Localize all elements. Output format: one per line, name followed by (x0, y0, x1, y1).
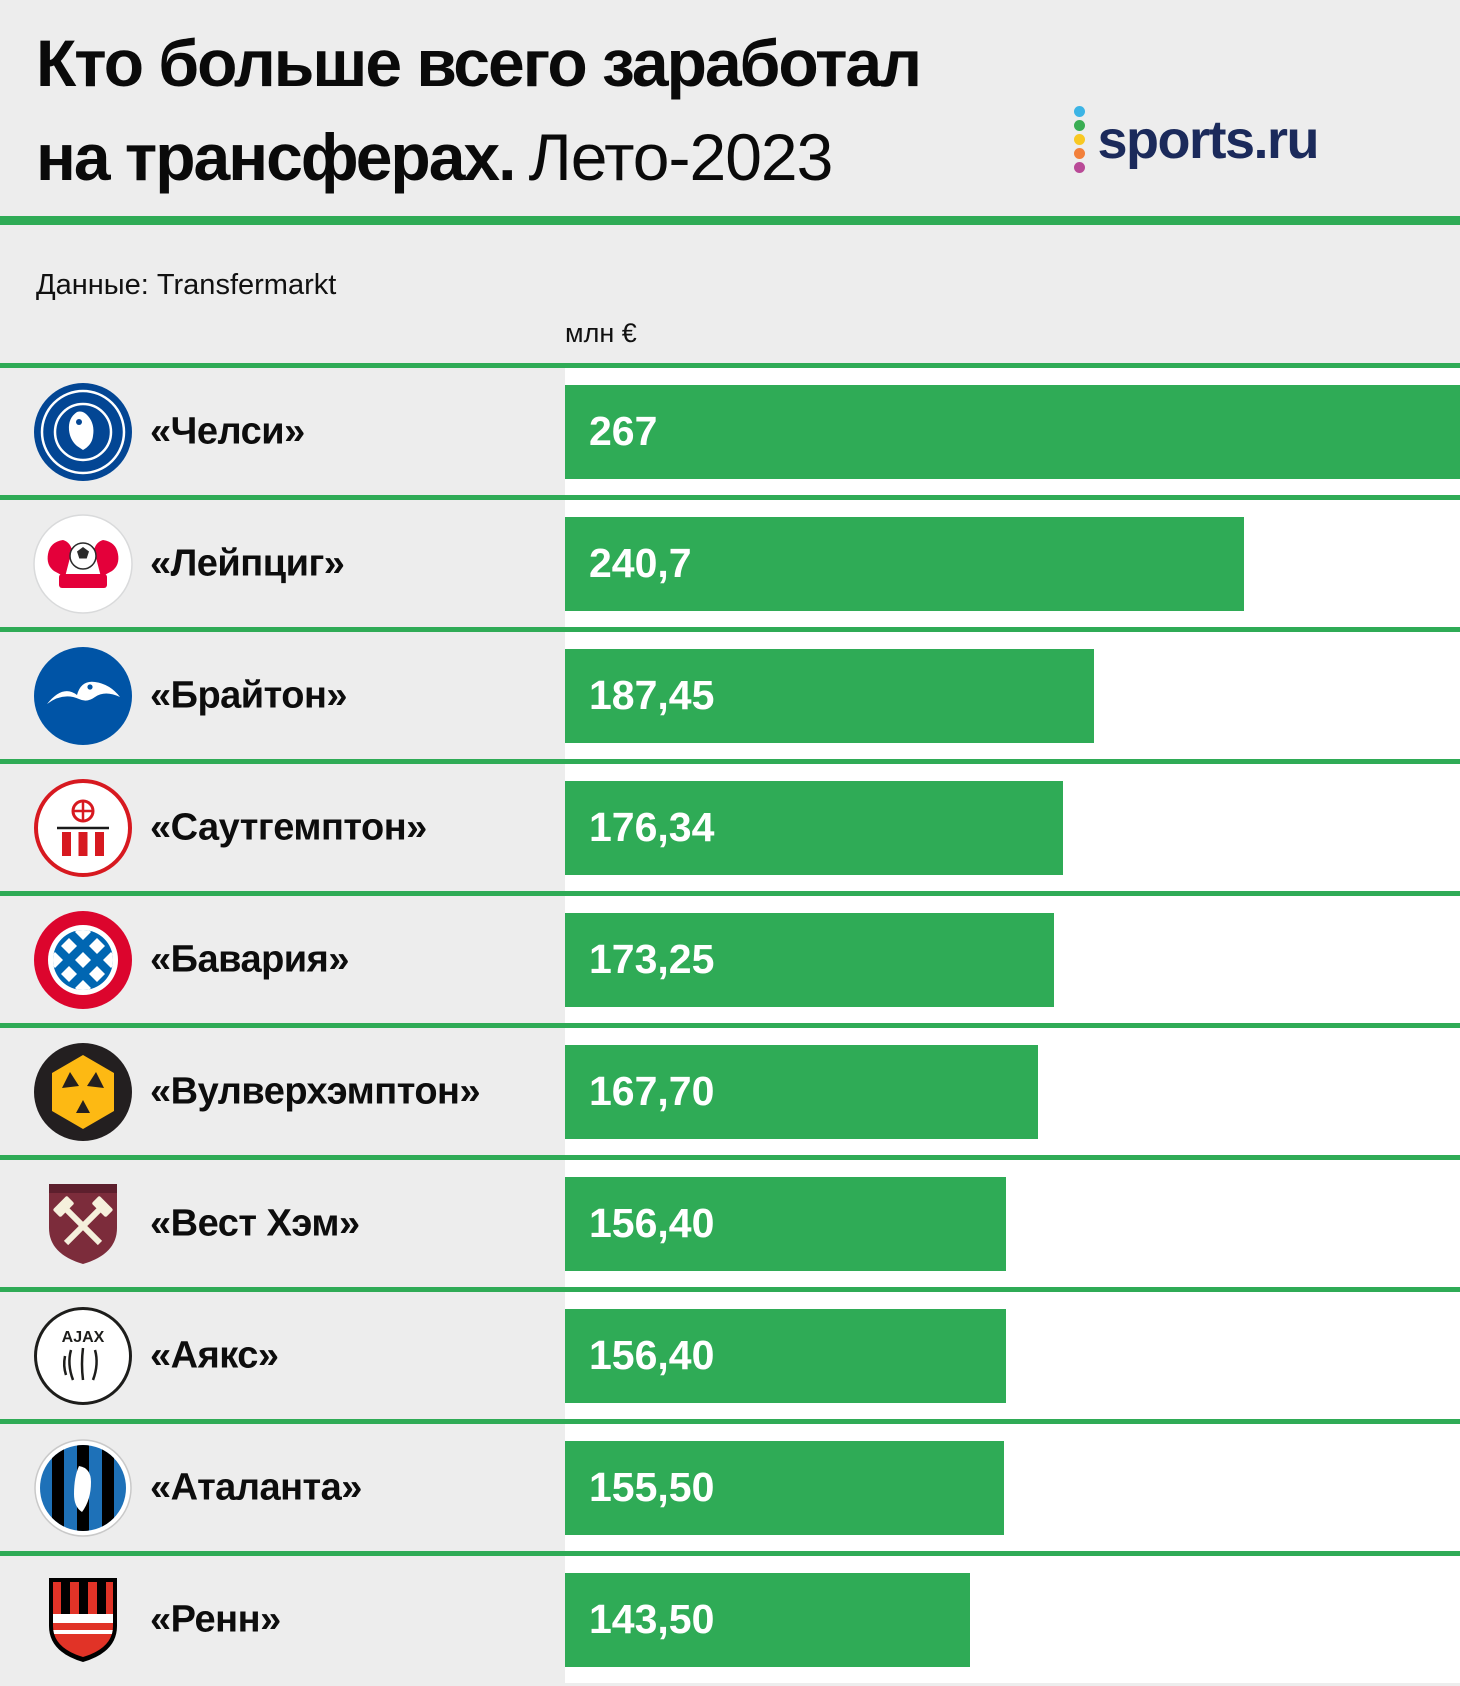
page-title-line2-bold: на трансферах. (36, 120, 516, 194)
bayern-logo (33, 910, 133, 1010)
rb-leipzig-crest-icon (33, 513, 133, 614)
brighton-logo (33, 646, 133, 746)
brighton-crest-icon (34, 646, 132, 745)
bar-value-label: 267 (589, 408, 658, 454)
page-title-line2-regular: Лето-2023 (528, 120, 833, 194)
bar-value-label: 167,70 (589, 1068, 715, 1114)
table-row: «Лейпциг» 240,7 (0, 495, 1460, 627)
wolverhampton-crest-icon (34, 1042, 132, 1141)
atalanta-logo (33, 1438, 133, 1538)
table-row: «Вест Хэм» 156,40 (0, 1155, 1460, 1287)
sports-logo-dot (1074, 134, 1086, 145)
header: Кто больше всего заработал на трансферах… (0, 0, 1460, 204)
value-bar: 167,70 (565, 1044, 1038, 1139)
bayern-crest-icon (34, 910, 132, 1009)
bar-value-label: 173,25 (589, 936, 715, 982)
club-name-label: «Аталанта» (150, 1466, 362, 1508)
bar-track: 156,40 (565, 1292, 1460, 1419)
bar-value-label: 156,40 (589, 1200, 715, 1246)
club-name-label: «Лейпциг» (150, 542, 345, 584)
chelsea-crest-icon (34, 382, 132, 481)
table-row: «Ренн» 143,50 (0, 1551, 1460, 1683)
sports-ru-logo: sports.ru (1074, 106, 1319, 173)
club-name-label: «Челси» (150, 410, 305, 452)
table-row: «Бавария» 173,25 (0, 891, 1460, 1023)
table-row: «Брайтон» 187,45 (0, 627, 1460, 759)
table-row: «Саутгемптон» 176,34 (0, 759, 1460, 891)
bar-track: 240,7 (565, 500, 1460, 627)
bar-value-label: 240,7 (589, 540, 692, 586)
bar-value-label: 143,50 (589, 1596, 715, 1642)
bar-track: 143,50 (565, 1556, 1460, 1683)
value-bar: 187,45 (565, 648, 1094, 743)
bar-value-label: 156,40 (589, 1332, 715, 1378)
club-name-label: «Брайтон» (150, 674, 348, 716)
sports-ru-wordmark: sports.ru (1097, 109, 1319, 170)
bar-chart: «Челси» 267 «Лейпциг» (0, 363, 1460, 1683)
wolverhampton-logo (33, 1042, 133, 1142)
bar-track: 155,50 (565, 1424, 1460, 1551)
bar-track: 187,45 (565, 632, 1460, 759)
club-name-label: «Ренн» (150, 1598, 281, 1640)
ajax-crest-icon: AJAX (34, 1306, 132, 1405)
value-bar: 176,34 (565, 780, 1063, 875)
club-name-label: «Аякс» (150, 1334, 279, 1376)
west-ham-crest-icon (49, 1183, 117, 1264)
rennes-logo (33, 1570, 133, 1670)
data-source-label: Данные: Transfermarkt (36, 269, 337, 301)
value-bar: 155,50 (565, 1440, 1004, 1535)
chelsea-logo (33, 382, 133, 482)
svg-text:AJAX: AJAX (62, 1329, 105, 1346)
page-title-line1: Кто больше всего заработал (36, 26, 922, 100)
table-row: «Вулверхэмптон» 167,70 (0, 1023, 1460, 1155)
bar-track: 156,40 (565, 1160, 1460, 1287)
value-bar: 240,7 (565, 516, 1245, 611)
club-name-label: «Вулверхэмптон» (150, 1070, 481, 1112)
table-row: «Челси» 267 (0, 363, 1460, 495)
sports-logo-dot (1074, 148, 1086, 159)
club-name-label: «Бавария» (150, 938, 349, 980)
rb-leipzig-logo (33, 513, 133, 614)
value-bar: 156,40 (565, 1176, 1007, 1271)
sports-logo-dots-icon (1074, 106, 1086, 173)
value-bar: 173,25 (565, 912, 1054, 1007)
value-bar: 143,50 (565, 1572, 970, 1667)
sports-logo-dot (1074, 120, 1086, 131)
table-row: «Аталанта» 155,50 (0, 1419, 1460, 1551)
value-bar: 267 (565, 384, 1460, 479)
sports-logo-dot (1074, 106, 1086, 117)
southampton-crest-icon (34, 778, 132, 877)
table-row: AJAX «Аякс» 156,40 (0, 1287, 1460, 1419)
bar-value-label: 176,34 (589, 804, 715, 850)
club-name-label: «Вест Хэм» (150, 1202, 360, 1244)
bar-track: 176,34 (565, 764, 1460, 891)
unit-label: млн € (565, 318, 637, 348)
club-name-label: «Саутгемптон» (150, 806, 427, 848)
bar-track: 173,25 (565, 896, 1460, 1023)
page-title-line2: на трансферах. Лето-2023 (36, 110, 1424, 204)
bar-value-label: 187,45 (589, 672, 715, 718)
bar-value-label: 155,50 (589, 1464, 715, 1510)
atalanta-crest-icon (34, 1438, 132, 1537)
west-ham-logo (33, 1174, 133, 1274)
rennes-crest-icon (49, 1577, 117, 1662)
southampton-logo (33, 778, 133, 878)
bar-track: 167,70 (565, 1028, 1460, 1155)
value-bar: 156,40 (565, 1308, 1007, 1403)
ajax-logo: AJAX (33, 1306, 133, 1406)
green-divider (0, 216, 1460, 225)
sports-logo-dot (1074, 162, 1086, 173)
bar-track: 267 (565, 368, 1460, 495)
